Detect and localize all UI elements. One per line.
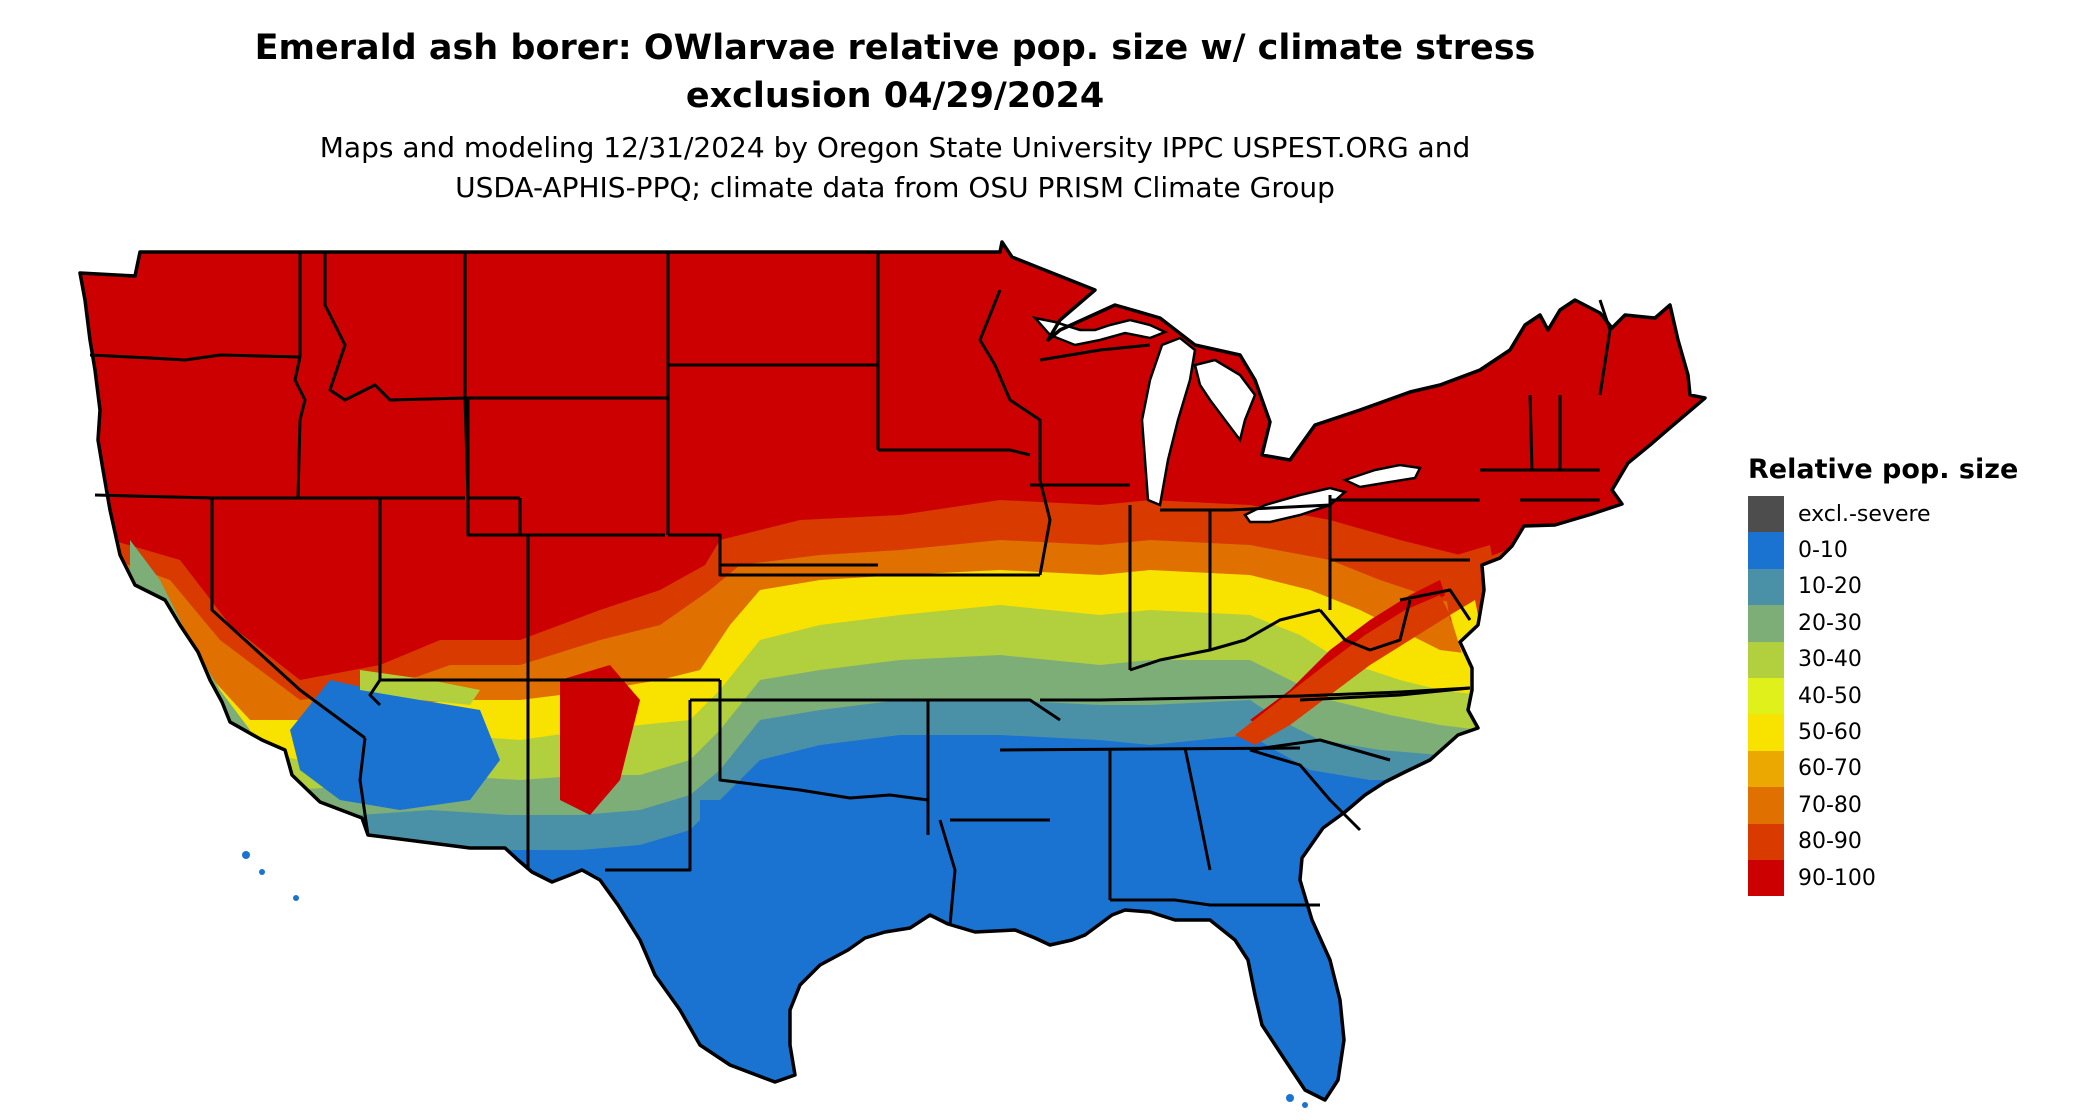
map-title: Emerald ash borer: OWlarvae relative pop… xyxy=(0,24,1790,120)
legend-item: 60-70 xyxy=(1748,750,2018,788)
legend-label: excl.-severe xyxy=(1798,501,1931,527)
title-line-2: exclusion 04/29/2024 xyxy=(685,76,1105,116)
legend-label: 70-80 xyxy=(1798,792,1862,818)
legend-label: 20-30 xyxy=(1798,610,1862,636)
legend-label: 0-10 xyxy=(1798,538,1848,564)
title-line-1: Emerald ash borer: OWlarvae relative pop… xyxy=(254,28,1536,68)
legend-item: 0-10 xyxy=(1748,532,2018,569)
legend-items: excl.-severe 0-10 10-20 20-30 30-40 40-5… xyxy=(1748,496,2018,897)
coastal-islands xyxy=(242,851,1308,1108)
legend-swatch xyxy=(1748,714,1784,751)
legend-item: 50-60 xyxy=(1748,714,2018,751)
legend-label: 10-20 xyxy=(1798,574,1862,600)
legend-swatch xyxy=(1748,787,1784,824)
legend-item: 20-30 xyxy=(1748,605,2018,642)
legend-label: 50-60 xyxy=(1798,720,1862,746)
legend-swatch xyxy=(1748,677,1784,715)
legend-label: 40-50 xyxy=(1798,683,1862,709)
legend-swatch xyxy=(1748,641,1784,678)
us-map xyxy=(78,240,1707,1108)
great-lakes xyxy=(1031,316,1422,524)
legend-title: Relative pop. size xyxy=(1748,454,2019,485)
legend-item: excl.-severe xyxy=(1748,496,2018,533)
legend-swatch xyxy=(1748,823,1784,860)
legend-item: 70-80 xyxy=(1748,787,2018,824)
legend-swatch xyxy=(1748,859,1784,897)
legend-swatch xyxy=(1748,750,1784,788)
legend-label: 80-90 xyxy=(1798,829,1862,855)
legend-swatch xyxy=(1748,605,1784,642)
legend-label: 90-100 xyxy=(1798,865,1876,891)
legend-swatch xyxy=(1748,532,1784,569)
map-subtitle: Maps and modeling 12/31/2024 by Oregon S… xyxy=(0,128,1790,208)
legend-item: 80-90 xyxy=(1748,823,2018,860)
subtitle-line-1: Maps and modeling 12/31/2024 by Oregon S… xyxy=(319,131,1471,164)
subtitle-line-2: USDA-APHIS-PPQ; climate data from OSU PR… xyxy=(455,171,1335,204)
legend-label: 30-40 xyxy=(1798,647,1862,673)
legend-item: 40-50 xyxy=(1748,677,2018,715)
legend-swatch xyxy=(1748,568,1784,606)
legend-item: 90-100 xyxy=(1748,859,2018,897)
state-boundaries xyxy=(78,240,1707,1102)
legend: Relative pop. size excl.-severe 0-10 10-… xyxy=(1748,452,2019,897)
legend-item: 10-20 xyxy=(1748,568,2018,606)
legend-item: 30-40 xyxy=(1748,641,2018,678)
legend-label: 60-70 xyxy=(1798,756,1862,782)
legend-swatch xyxy=(1748,496,1784,533)
